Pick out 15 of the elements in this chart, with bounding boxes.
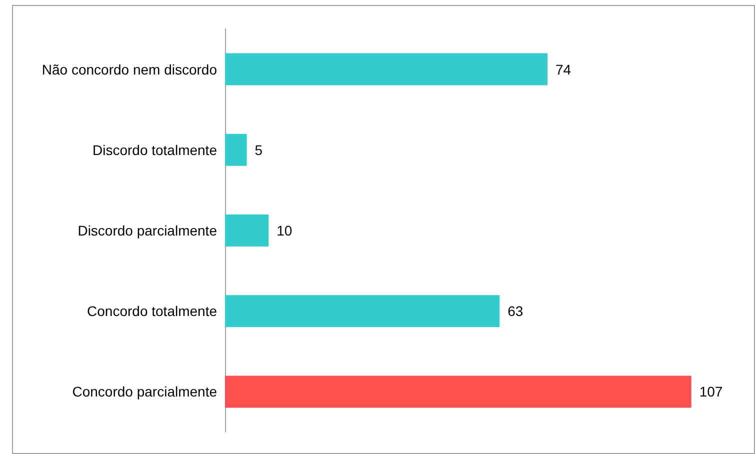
bar xyxy=(225,376,692,408)
y-tick-label: Concordo totalmente xyxy=(87,303,218,320)
data-label: 74 xyxy=(556,61,572,78)
data-label: 5 xyxy=(254,142,263,158)
bar xyxy=(225,134,247,166)
y-tick-label: Discordo totalmente xyxy=(92,142,218,158)
data-label: 10 xyxy=(276,222,292,238)
bar xyxy=(225,295,500,328)
y-tick-label: Concordo parcialmente xyxy=(72,384,218,400)
bar xyxy=(225,214,269,246)
data-label: 107 xyxy=(699,384,723,400)
y-tick-label: Não concordo nem discordo xyxy=(42,61,218,78)
bar xyxy=(225,53,548,86)
data-label: 63 xyxy=(508,303,524,320)
y-tick-label: Discordo parcialmente xyxy=(78,222,218,238)
